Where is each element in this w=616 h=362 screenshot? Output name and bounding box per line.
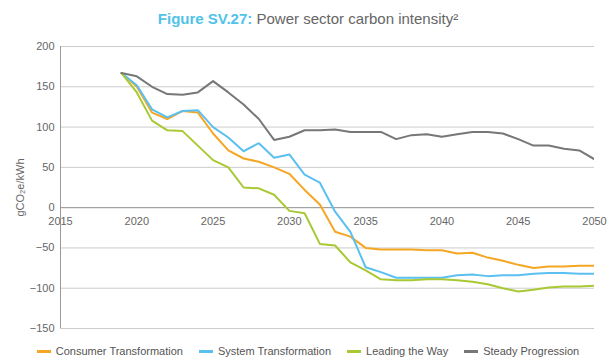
- svg-text:gCO₂e/kWh: gCO₂e/kWh: [14, 158, 26, 216]
- svg-text:100: 100: [36, 121, 54, 133]
- svg-text:2015: 2015: [48, 215, 72, 227]
- svg-text:2030: 2030: [277, 215, 301, 227]
- svg-text:0: 0: [48, 201, 54, 213]
- html-text:Leading the Way: Leading the Way: [366, 345, 449, 357]
- html-text:Consumer Transformation: Consumer Transformation: [55, 345, 183, 357]
- svg-text:−50: −50: [36, 241, 55, 253]
- html-text:Figure SV.27: Power sector car: Figure SV.27: Power sector carbon intens…: [157, 10, 459, 27]
- svg-text:150: 150: [36, 80, 54, 92]
- svg-text:50: 50: [42, 161, 54, 173]
- svg-text:200: 200: [36, 40, 54, 52]
- svg-text:2040: 2040: [430, 215, 454, 227]
- svg-text:2020: 2020: [125, 215, 149, 227]
- html-text:Steady Progression: Steady Progression: [483, 345, 580, 357]
- svg-text:−100: −100: [30, 282, 55, 294]
- svg-text:2035: 2035: [353, 215, 377, 227]
- html-text:System Transformation: System Transformation: [218, 345, 331, 357]
- svg-text:−150: −150: [30, 322, 55, 334]
- svg-text:2050: 2050: [582, 215, 606, 227]
- svg-text:2025: 2025: [201, 215, 225, 227]
- svg-text:2045: 2045: [506, 215, 530, 227]
